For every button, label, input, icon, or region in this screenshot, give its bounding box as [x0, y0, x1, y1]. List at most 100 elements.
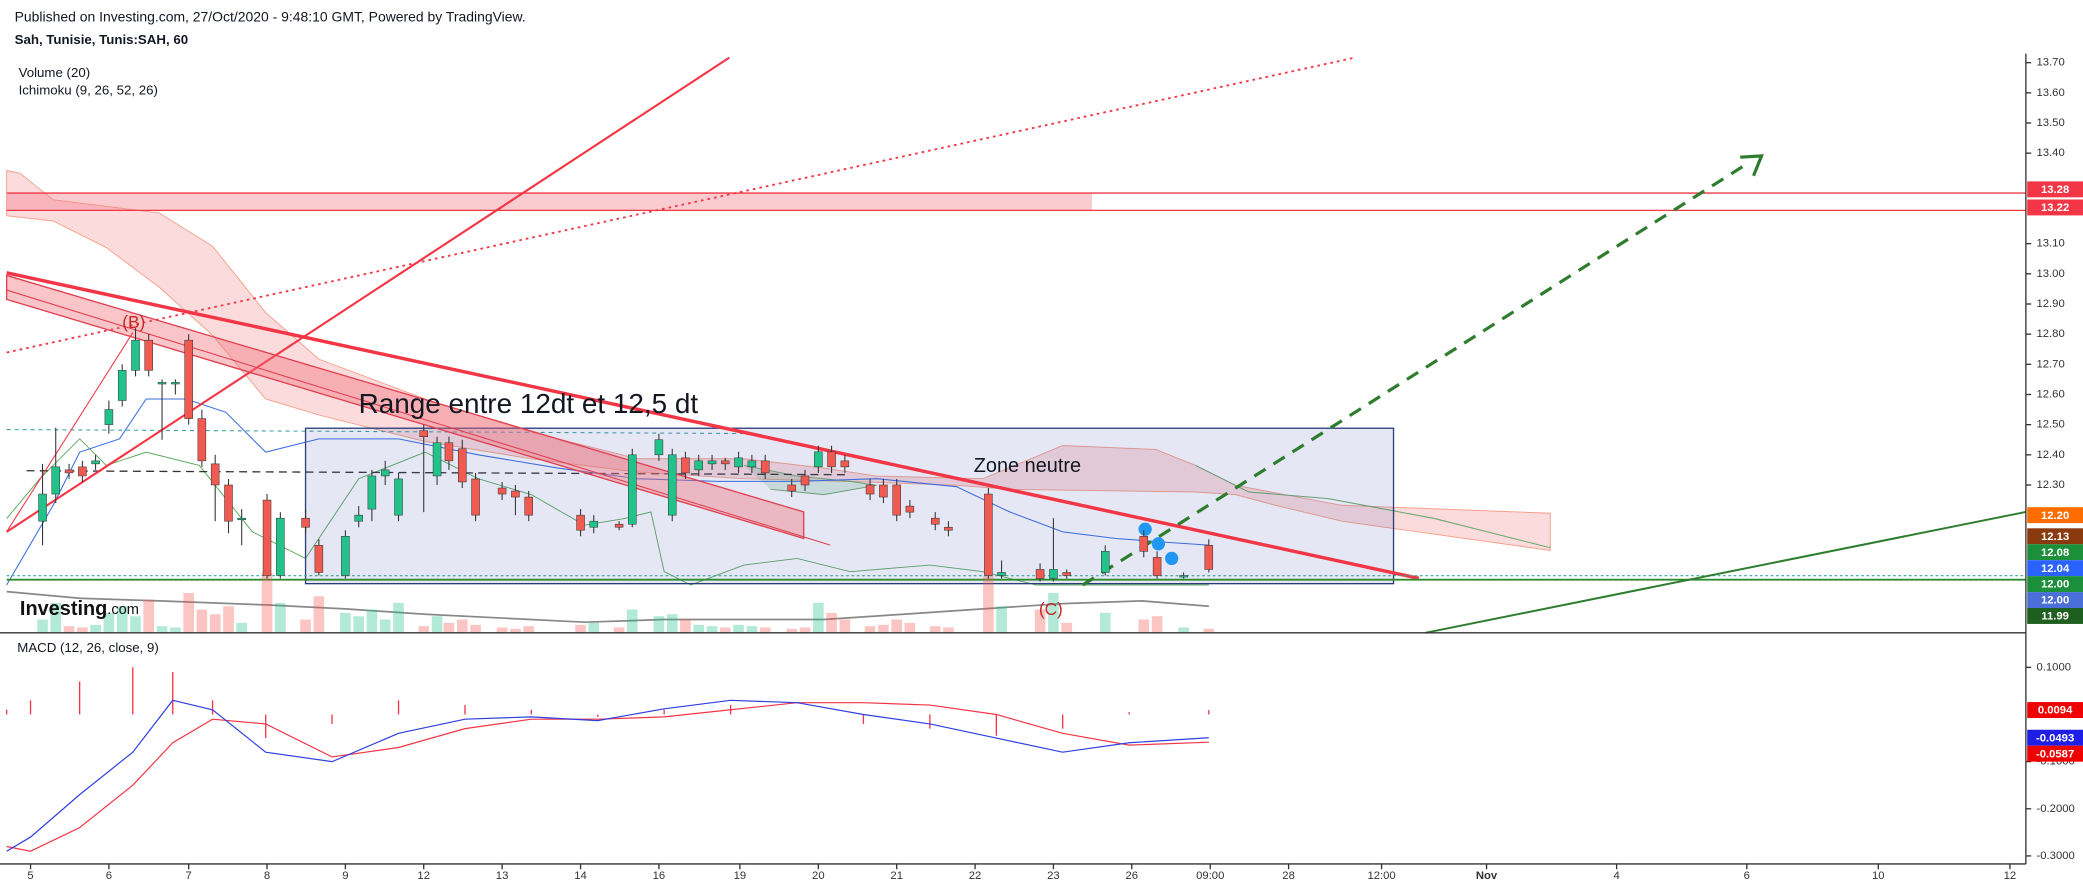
price-label-box	[2027, 507, 2083, 524]
volume-ma	[6, 590, 1209, 624]
y-tick-label: 12.70	[2037, 358, 2065, 370]
main-trend-line	[6, 271, 1420, 581]
green-trend-line	[1425, 510, 2027, 634]
candle-body	[131, 339, 140, 371]
x-tick-label: 26	[1125, 870, 1138, 882]
candle-body	[681, 457, 690, 474]
volume-bar	[63, 626, 75, 633]
candle-body	[760, 460, 770, 474]
price-label-box	[2027, 199, 2083, 216]
volume-bar	[523, 626, 535, 633]
volume-bar	[77, 627, 88, 633]
y-tick-label: 13.70	[2037, 57, 2065, 69]
y-tick-label: 13.50	[2037, 117, 2065, 129]
volume-bar	[510, 628, 521, 633]
x-tick-label: 09:00	[1196, 870, 1224, 882]
candle-body	[905, 505, 915, 513]
volume-bar	[1151, 616, 1163, 633]
candle-body	[224, 484, 233, 522]
volume-bar	[693, 624, 705, 633]
candle-body	[589, 520, 599, 528]
volume-bar	[261, 573, 273, 633]
resistance-band	[6, 193, 1092, 211]
volume-bar	[666, 614, 678, 633]
candle-body	[800, 475, 810, 486]
y-tick-label: 12.90	[2037, 298, 2065, 310]
y-tick-label: 12.80	[2037, 328, 2065, 340]
y-tick-label: 13.60	[2037, 87, 2065, 99]
price-label: -0.0587	[2036, 748, 2074, 760]
volume-bar	[733, 624, 744, 633]
volume-bar	[170, 627, 181, 633]
candle-body	[458, 448, 467, 483]
y-tick-label: 12.40	[2037, 449, 2065, 461]
candle-body	[38, 493, 47, 522]
y-tick-label: 12.30	[2037, 479, 2065, 491]
x-tick-label: 14	[574, 870, 587, 882]
volume-bar	[706, 626, 718, 633]
candle-body	[1204, 545, 1214, 570]
price-label-box	[2027, 702, 2083, 719]
macd-macd-line	[6, 699, 1209, 852]
price-label: 12.13	[2041, 531, 2069, 543]
volume-bar	[143, 599, 155, 633]
candle-body	[787, 484, 796, 492]
price-label: 12.08	[2041, 547, 2069, 559]
volume-bar	[653, 616, 665, 633]
candle-body	[1152, 557, 1162, 576]
volume-bar	[456, 619, 468, 633]
logo: Investing.com	[20, 598, 139, 620]
price-label: -0.0493	[2036, 732, 2074, 744]
annotation: Range entre 12dt et 12,5 dt	[359, 388, 699, 419]
range-box	[304, 427, 1395, 585]
candle-body	[184, 339, 193, 419]
volume-bar	[759, 627, 771, 633]
x-tick-label: 19	[734, 870, 747, 882]
volume-bar	[813, 602, 824, 633]
candle-body	[892, 484, 901, 516]
drawings	[5, 56, 2027, 634]
candle-body	[144, 339, 153, 371]
volume-bar	[183, 592, 194, 633]
volume-bar	[575, 624, 586, 633]
volume-bar	[799, 627, 811, 633]
price-label: 12.04	[2041, 563, 2070, 575]
volume-bar	[983, 576, 994, 633]
macd-title: MACD (12, 26, close, 9)	[17, 640, 159, 655]
y-tick-label: 12.60	[2037, 388, 2065, 400]
price-label-box	[2027, 608, 2083, 624]
candle-body	[432, 442, 442, 477]
channel-line	[6, 289, 831, 546]
y-tick-label: 13.10	[2037, 238, 2065, 250]
logo-domain: .com	[107, 602, 139, 618]
candle-body	[78, 466, 87, 477]
volume-bar	[418, 626, 430, 633]
trend-line-dotted	[6, 56, 1356, 354]
price-label: 12.00	[2041, 579, 2069, 591]
price-label: 11.99	[2041, 611, 2069, 623]
volume-bar	[236, 622, 248, 633]
x-tick-label: 22	[969, 870, 982, 882]
wave-line	[6, 332, 134, 533]
volume-bar	[1061, 622, 1073, 633]
candle-body	[237, 517, 246, 521]
volume-bar	[996, 606, 1007, 633]
volume-bar	[786, 628, 798, 633]
wave-label: (C)	[1039, 599, 1063, 619]
candle-body	[827, 451, 836, 468]
candle-body	[524, 496, 533, 516]
volume-bar	[904, 622, 916, 633]
x-tick-label: 9	[342, 870, 348, 882]
volume-bar	[613, 627, 625, 633]
volume-bar	[826, 612, 837, 633]
candle-body	[984, 493, 993, 576]
candle-body	[91, 460, 100, 465]
candle-body	[511, 490, 520, 498]
candle-body	[997, 572, 1006, 576]
candle-body	[419, 430, 428, 437]
candle-body	[380, 469, 390, 477]
annotation: Zone neutre	[974, 455, 1081, 477]
